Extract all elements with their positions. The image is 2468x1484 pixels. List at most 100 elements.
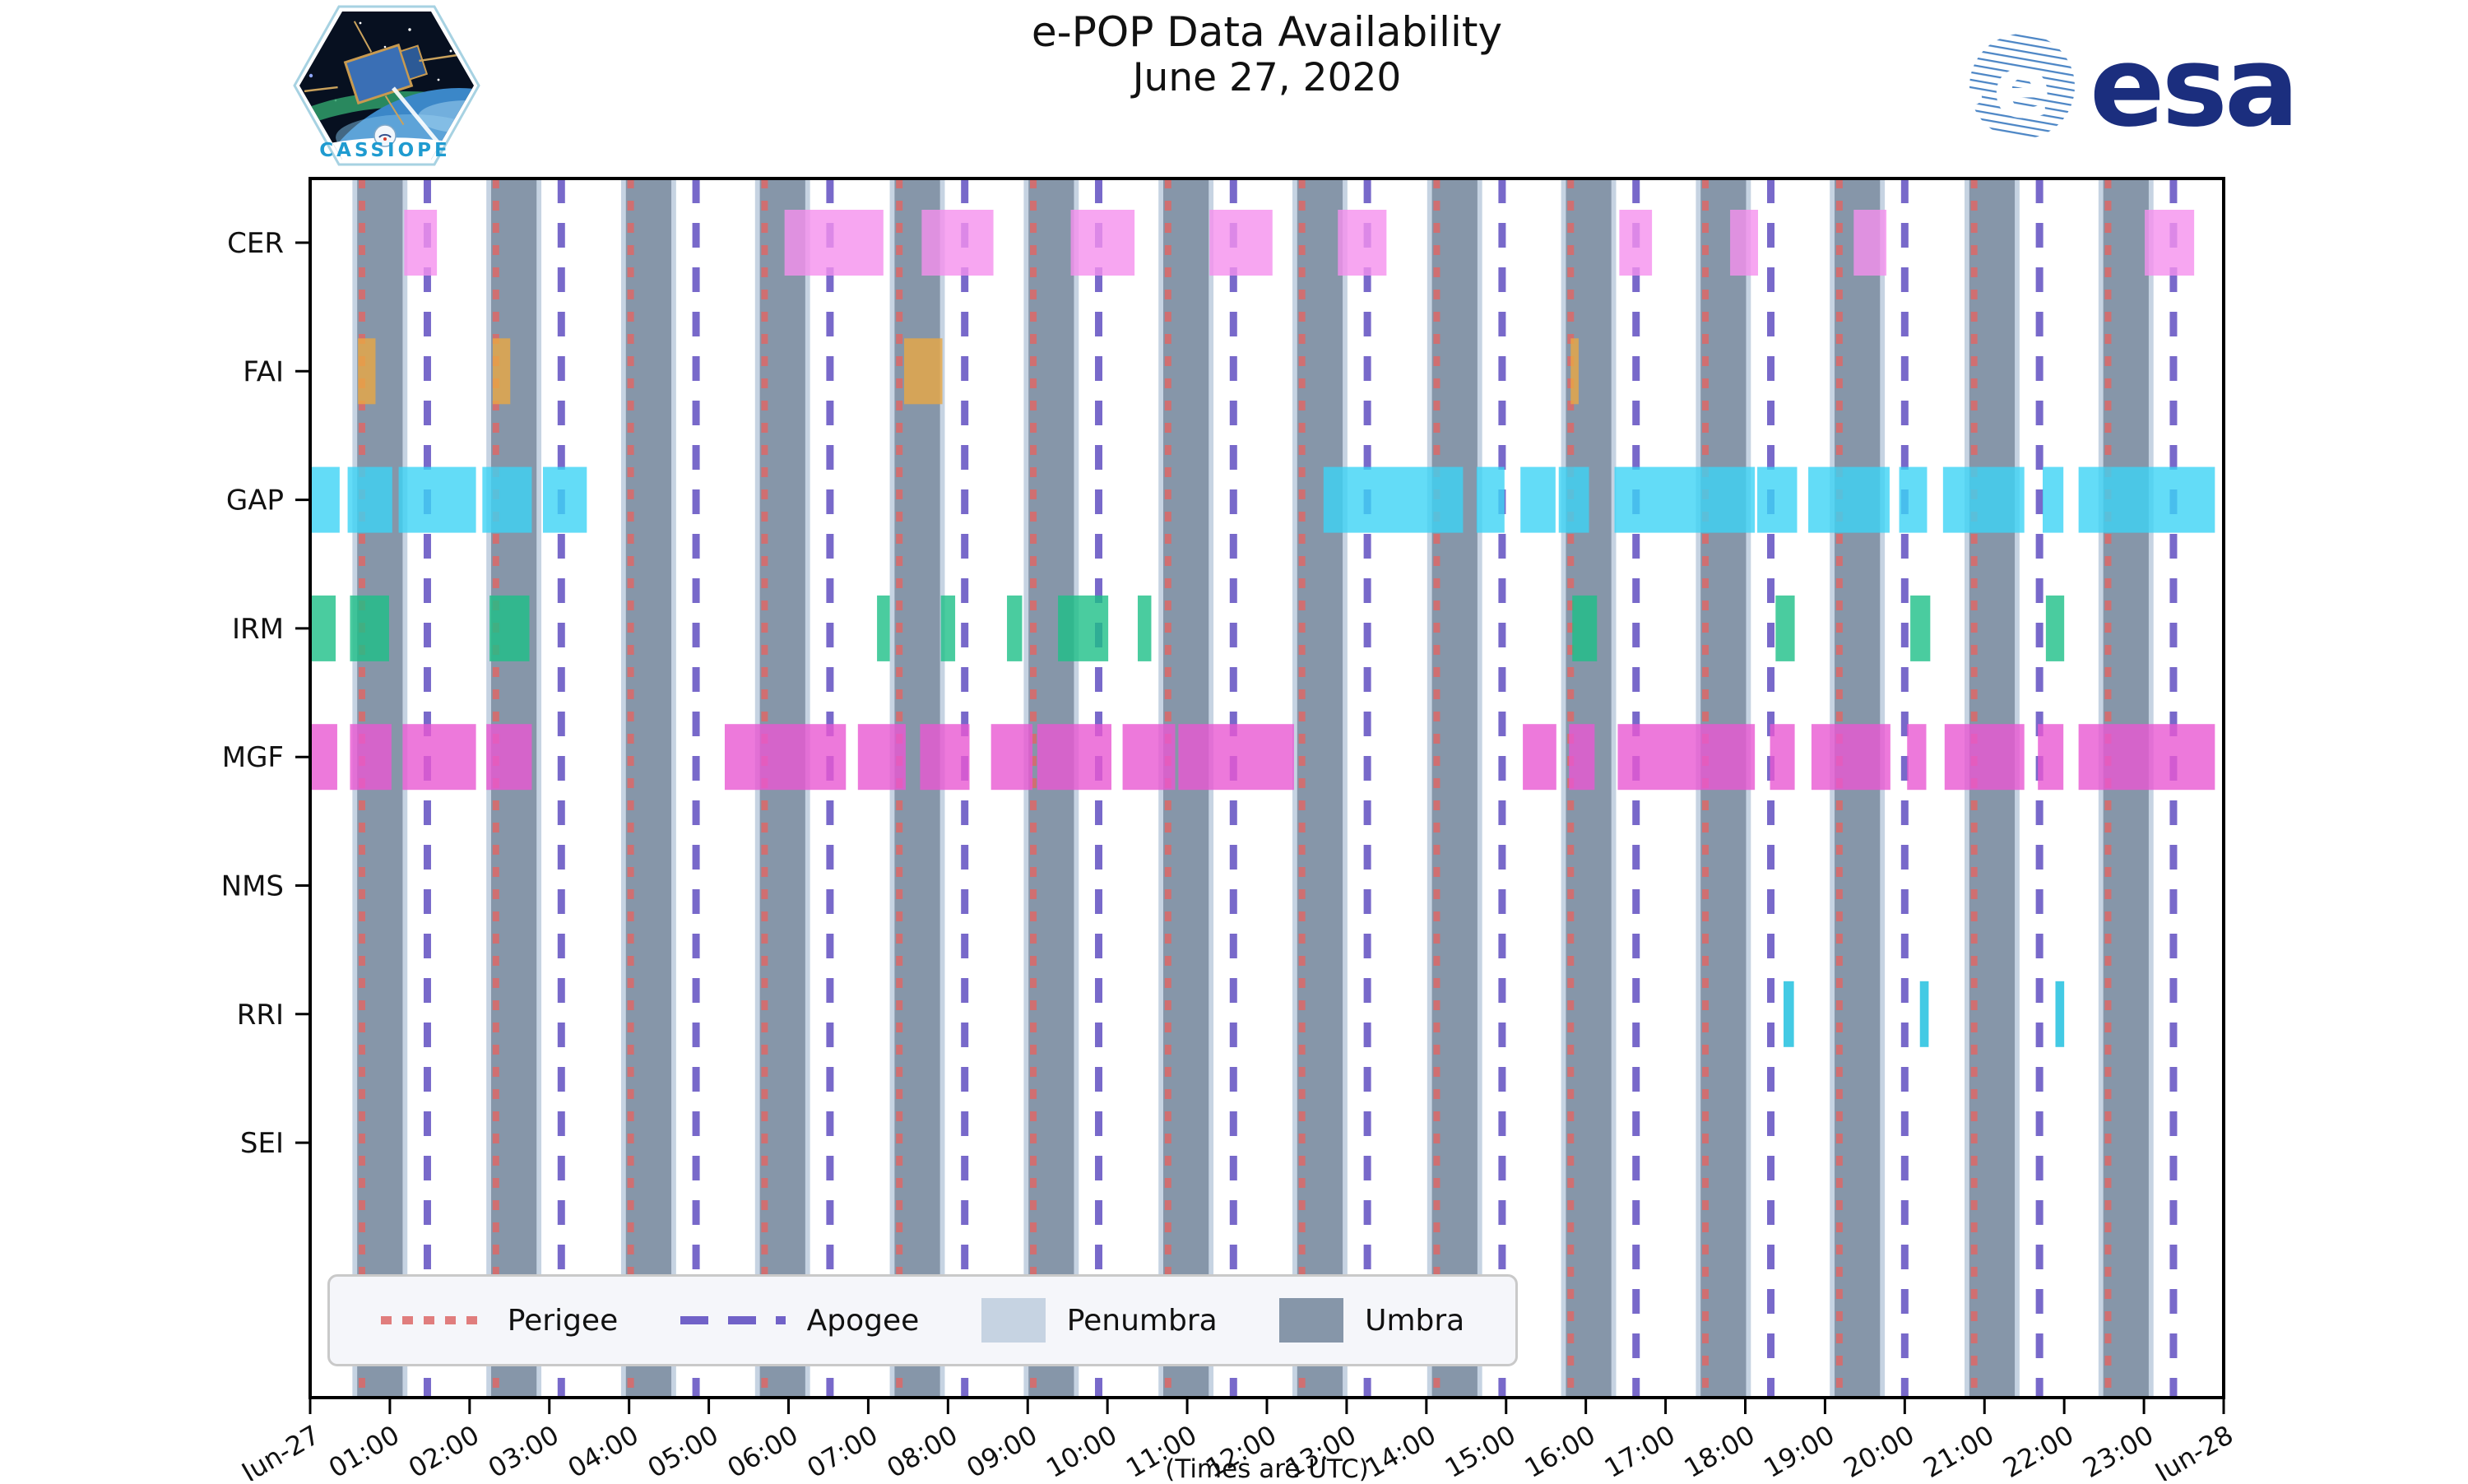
y-tick-label-SEI: SEI xyxy=(240,1127,284,1160)
penumbra-patch-icon xyxy=(981,1298,1046,1343)
x-tick-label: 06:00 xyxy=(722,1419,804,1481)
x-tick-label: 01:00 xyxy=(323,1419,405,1481)
bar-GAP xyxy=(1757,466,1798,533)
x-ticks xyxy=(308,1398,2225,1414)
cassiope-mission-patch: CASSIOPE xyxy=(293,5,480,166)
bar-MGF xyxy=(857,724,906,791)
umbra-patch-icon xyxy=(1279,1298,1344,1343)
bar-MGF xyxy=(486,724,532,791)
x-tick-label: 19:00 xyxy=(1759,1419,1840,1481)
x-tick-label: 22:00 xyxy=(1997,1419,2079,1481)
y-tick-label-GAP: GAP xyxy=(226,485,284,517)
y-tick-label-NMS: NMS xyxy=(221,870,284,903)
x-tick-label: Jun-28 xyxy=(2149,1419,2238,1481)
bar-FAI xyxy=(1570,338,1579,405)
bar-IRM xyxy=(2045,595,2065,661)
patch-swoosh xyxy=(299,137,474,160)
bar-MGF xyxy=(350,724,392,791)
bar-CER xyxy=(1730,210,1759,276)
esa-logo: e esa xyxy=(1967,22,2299,151)
bar-GAP xyxy=(1808,466,1890,533)
bar-CER xyxy=(784,210,884,276)
chart-title-block: e-POP Data Availability June 27, 2020 xyxy=(1032,8,1502,100)
bar-MGF xyxy=(2078,724,2215,791)
legend-label: Perigee xyxy=(507,1303,619,1338)
bar-MGF xyxy=(1569,724,1595,791)
x-tick-label: 18:00 xyxy=(1679,1419,1761,1481)
x-tick-label: 07:00 xyxy=(802,1419,884,1481)
bar-CER xyxy=(921,210,994,276)
bars-MGF xyxy=(310,724,2215,791)
patch-csa-roundel xyxy=(373,124,397,147)
legend-label: Apogee xyxy=(806,1303,920,1338)
bar-MGF xyxy=(920,724,970,791)
y-tick-label-IRM: IRM xyxy=(232,613,284,646)
bar-CER xyxy=(1619,210,1653,276)
y-tick-label-MGF: MGF xyxy=(222,741,284,774)
legend-item-perigee: Perigee xyxy=(380,1303,619,1338)
bar-GAP xyxy=(1520,466,1556,533)
legend: Perigee Apogee Penumbra Umbra xyxy=(327,1274,1518,1366)
bar-RRI xyxy=(1919,981,1929,1047)
x-tick-label: 15:00 xyxy=(1440,1419,1521,1481)
bars-CER xyxy=(404,210,2195,276)
esa-wordmark: esa xyxy=(2090,22,2296,151)
x-tick-label: 10:00 xyxy=(1041,1419,1122,1481)
perigee-dotted-line-icon xyxy=(380,1316,486,1324)
apogee-dashed-line-icon xyxy=(680,1316,786,1324)
bar-MGF xyxy=(1178,724,1294,791)
bar-GAP xyxy=(347,466,392,533)
legend-item-penumbra: Penumbra xyxy=(981,1298,1218,1343)
bar-IRM xyxy=(1910,595,1931,661)
bar-MGF xyxy=(1617,724,1756,791)
bar-MGF xyxy=(1523,724,1556,791)
bar-MGF xyxy=(310,724,337,791)
x-tick-label: 16:00 xyxy=(1519,1419,1601,1481)
patch-cassiope-text: CASSIOPE xyxy=(319,140,450,161)
esa-globe-e: e xyxy=(1992,37,2051,137)
bar-GAP xyxy=(1614,466,1756,533)
x-tick-label: 08:00 xyxy=(881,1419,963,1481)
bar-CER xyxy=(1853,210,1887,276)
bar-IRM xyxy=(1775,595,1795,661)
bar-CER xyxy=(1338,210,1387,276)
y-tick-label-RRI: RRI xyxy=(237,999,284,1032)
bar-IRM xyxy=(877,595,890,661)
x-tick-label: 03:00 xyxy=(483,1419,564,1481)
bar-FAI xyxy=(358,338,376,405)
bar-GAP xyxy=(2078,466,2215,533)
x-tick-label: 02:00 xyxy=(403,1419,485,1481)
bar-GAP xyxy=(310,466,340,533)
bar-MGF xyxy=(1944,724,2025,791)
bar-RRI xyxy=(1784,981,1794,1047)
availability-bars xyxy=(310,210,2215,1047)
bar-GAP xyxy=(1942,466,2025,533)
bars-IRM xyxy=(310,595,2065,661)
y-ticks xyxy=(295,241,310,1144)
x-tick-label: 20:00 xyxy=(1838,1419,1919,1481)
legend-label: Umbra xyxy=(1365,1303,1465,1338)
bar-MGF xyxy=(1770,724,1795,791)
bar-MGF xyxy=(402,724,476,791)
bars-RRI xyxy=(1784,981,2065,1047)
bar-GAP xyxy=(2042,466,2064,533)
bar-CER xyxy=(404,210,438,276)
bar-FAI xyxy=(904,338,943,405)
bars-FAI xyxy=(358,338,1579,405)
bar-IRM xyxy=(1137,595,1152,661)
y-tick-label-CER: CER xyxy=(227,227,284,260)
bar-IRM xyxy=(489,595,530,661)
bar-MGF xyxy=(1122,724,1176,791)
bar-IRM xyxy=(1058,595,1109,661)
x-axis-label: (Times are UTC) xyxy=(1165,1454,1369,1484)
patch-beam xyxy=(392,86,440,145)
bar-RRI xyxy=(2055,981,2065,1047)
bar-CER xyxy=(1209,210,1273,276)
bar-GAP xyxy=(482,466,532,533)
bar-MGF xyxy=(1037,724,1112,791)
bar-CER xyxy=(1070,210,1135,276)
bar-GAP xyxy=(1558,466,1589,533)
bar-MGF xyxy=(1907,724,1927,791)
bar-GAP xyxy=(398,466,476,533)
esa-globe-icon xyxy=(1969,34,2075,139)
